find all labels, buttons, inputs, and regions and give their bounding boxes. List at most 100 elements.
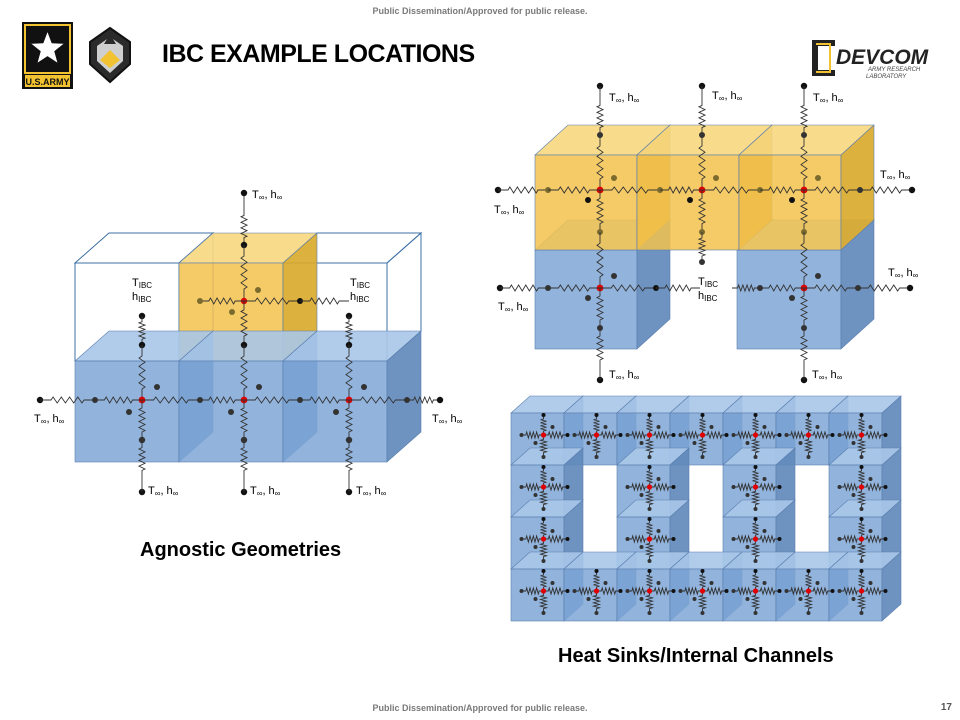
node (753, 559, 758, 563)
node (830, 589, 835, 593)
t-inf-h-inf-label: T∞, h∞ (712, 90, 743, 103)
resistor (627, 430, 650, 440)
red-node (646, 484, 653, 490)
resistor (521, 534, 544, 544)
red-node (752, 588, 759, 594)
node (533, 493, 538, 497)
resistor (244, 297, 300, 305)
resistor (540, 571, 547, 591)
resistor (750, 539, 761, 561)
t-inf-h-inf-label: T∞, h∞ (356, 485, 387, 498)
node (647, 507, 652, 511)
resistor (858, 284, 910, 292)
node (647, 413, 652, 417)
node (745, 597, 750, 601)
node (647, 465, 652, 469)
resistor (239, 208, 249, 245)
resistor (538, 591, 549, 613)
resistor (750, 435, 761, 457)
node (753, 413, 758, 417)
resistor (649, 534, 674, 544)
node (519, 589, 524, 593)
resistor (733, 430, 756, 440)
node (656, 425, 661, 429)
node (671, 433, 676, 437)
red-node (540, 536, 547, 542)
node (806, 455, 811, 459)
node (618, 589, 623, 593)
node (883, 589, 888, 593)
node (700, 455, 705, 459)
node (594, 611, 599, 615)
node (713, 175, 719, 181)
node (550, 425, 555, 429)
resistor (600, 186, 660, 194)
node (789, 197, 795, 203)
node (724, 433, 729, 437)
resistor (858, 467, 865, 487)
node (731, 433, 736, 437)
node (851, 441, 856, 445)
resistor (858, 571, 865, 591)
h-ibc-label: hIBC (698, 290, 718, 303)
resistor (649, 430, 674, 440)
node (625, 433, 630, 437)
resistor (349, 396, 407, 404)
resistor (750, 591, 761, 613)
resistor (702, 430, 727, 440)
resistor (786, 430, 809, 440)
resistor (799, 328, 809, 368)
t-inf-h-inf-label: T∞, h∞ (250, 485, 281, 498)
resistor (596, 586, 621, 596)
resistor (644, 539, 655, 561)
resistor (733, 482, 756, 492)
node (126, 409, 132, 415)
resistor (538, 435, 549, 457)
node (565, 537, 570, 541)
node (815, 175, 821, 181)
page-title: IBC EXAMPLE LOCATIONS (162, 40, 475, 68)
resistor (540, 467, 547, 487)
node (784, 433, 789, 437)
red-node (540, 588, 547, 594)
resistor (540, 519, 547, 539)
resistor (521, 586, 544, 596)
resistor (755, 430, 780, 440)
resistor (839, 534, 862, 544)
node (753, 569, 758, 573)
node (798, 441, 803, 445)
resistor (860, 186, 912, 194)
node (859, 569, 864, 573)
node (586, 441, 591, 445)
red-node (540, 484, 547, 490)
node (753, 517, 758, 521)
resistor (697, 98, 707, 135)
node (777, 485, 782, 489)
h-ibc-label: hIBC (132, 291, 152, 304)
resistor (239, 440, 249, 478)
t-inf-h-inf-label: T∞, h∞ (148, 485, 179, 498)
resistor (95, 396, 142, 404)
resistor (548, 186, 600, 194)
node (700, 611, 705, 615)
devcom-logo-subtext: LABORATORY (866, 74, 907, 80)
resistor (698, 135, 706, 190)
node (361, 384, 367, 390)
node (745, 493, 750, 497)
resistor (596, 232, 604, 288)
t-ibc-label: TIBC (350, 277, 370, 290)
node (586, 597, 591, 601)
resistor (137, 440, 147, 478)
resistor (644, 487, 655, 509)
red-node (593, 588, 600, 594)
resistor (800, 232, 808, 288)
army-logo: U.S.ARMY (22, 22, 73, 89)
resistor (858, 519, 865, 539)
node (671, 589, 676, 593)
node (753, 455, 758, 459)
resistor (596, 430, 621, 440)
node (625, 485, 630, 489)
node (647, 517, 652, 521)
red-node (593, 432, 600, 438)
